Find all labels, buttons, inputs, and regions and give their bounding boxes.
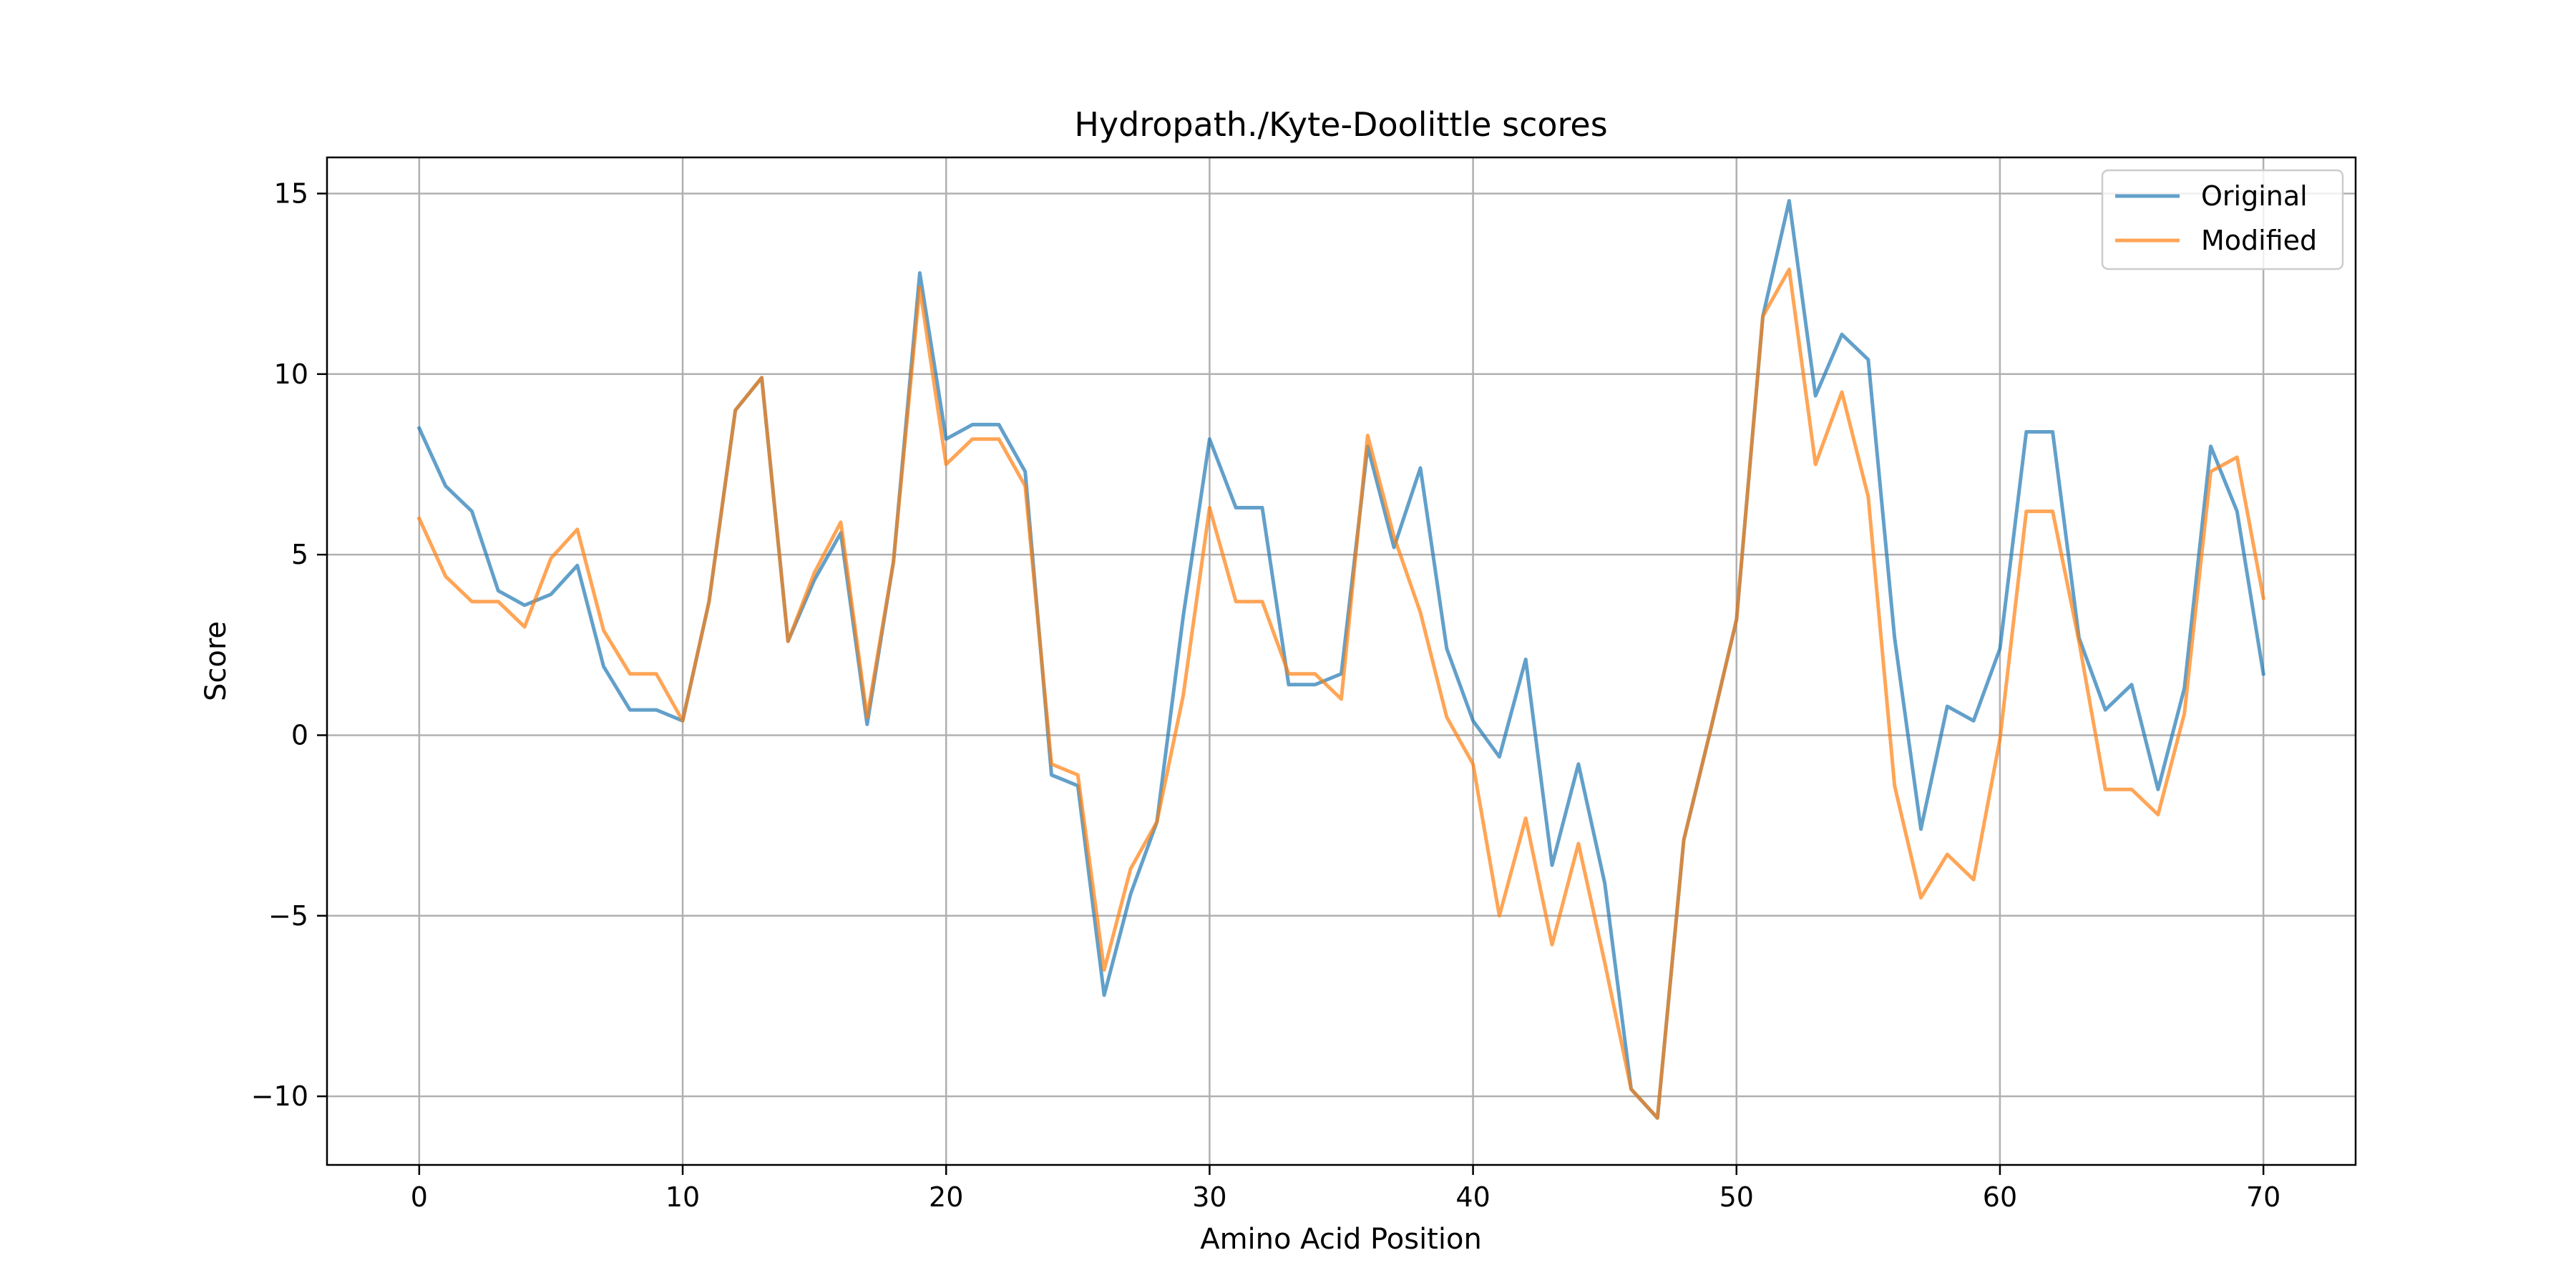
grid [327,157,2356,1165]
y-axis-label: Score [200,621,233,701]
legend-label-original: Original [2201,180,2308,212]
x-tick-label: 70 [2246,1181,2280,1213]
legend-label-modified: Modified [2201,225,2317,256]
y-tick-label: 5 [291,539,308,570]
x-tick-label: 20 [929,1181,963,1213]
y-tick-label: −10 [251,1080,308,1112]
series-lines [416,199,2266,1120]
y-axis-ticks: −10 −5 0 5 10 15 [251,177,327,1112]
y-tick-label: 15 [274,177,308,209]
x-axis-ticks: 0 10 20 30 40 50 60 70 [411,1165,2280,1213]
x-tick-label: 50 [1719,1181,1754,1213]
chart-title: Hydropath./Kyte-Doolittle scores [1074,105,1607,144]
series-line-modified [416,267,2266,1120]
y-tick-label: −5 [268,900,308,932]
x-tick-label: 10 [665,1181,700,1213]
plot-frame [326,156,2357,1166]
x-tick-label: 40 [1455,1181,1490,1213]
x-tick-label: 30 [1192,1181,1226,1213]
x-axis-label: Amino Acid Position [1200,1223,1482,1256]
y-tick-label: 0 [291,719,308,751]
x-tick-label: 60 [1983,1181,2017,1213]
x-tick-label: 0 [411,1181,428,1213]
legend: Original Modified [2101,169,2344,270]
y-tick-label: 10 [274,358,308,390]
